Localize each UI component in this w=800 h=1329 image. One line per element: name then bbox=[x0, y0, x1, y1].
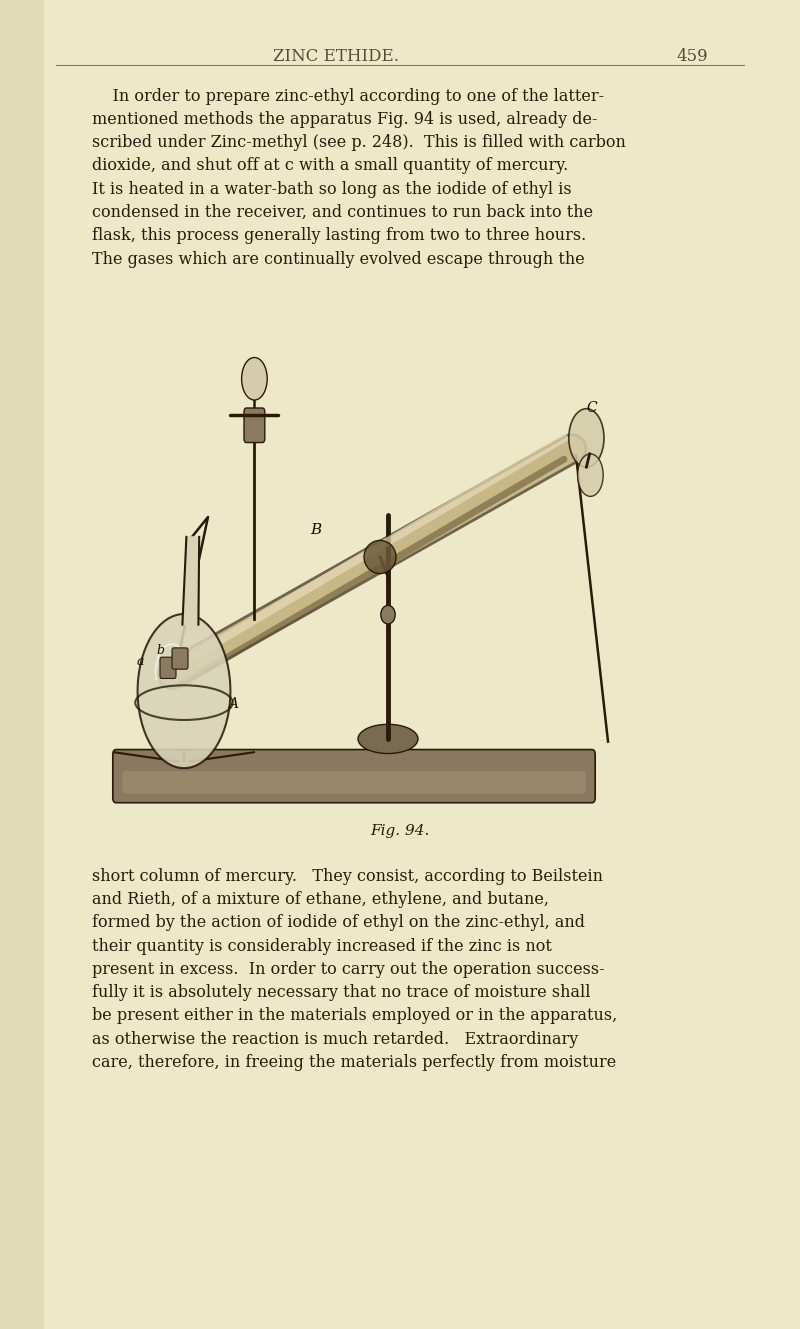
Text: formed by the action of iodide of ethyl on the zinc-ethyl, and: formed by the action of iodide of ethyl … bbox=[92, 914, 585, 932]
Text: C: C bbox=[586, 401, 598, 415]
Circle shape bbox=[578, 455, 603, 497]
Text: ZINC ETHIDE.: ZINC ETHIDE. bbox=[273, 48, 399, 65]
Text: and Rieth, of a mixture of ethane, ethylene, and butane,: and Rieth, of a mixture of ethane, ethyl… bbox=[92, 892, 549, 908]
Ellipse shape bbox=[364, 541, 396, 574]
Text: B: B bbox=[310, 524, 322, 537]
Text: A: A bbox=[228, 698, 238, 711]
Text: Fig. 94.: Fig. 94. bbox=[370, 824, 430, 839]
Text: b: b bbox=[156, 645, 164, 657]
Ellipse shape bbox=[381, 606, 395, 625]
Text: care, therefore, in freeing the materials perfectly from moisture: care, therefore, in freeing the material… bbox=[92, 1054, 616, 1071]
Text: The gases which are continually evolved escape through the: The gases which are continually evolved … bbox=[92, 250, 585, 267]
FancyBboxPatch shape bbox=[122, 771, 586, 793]
Circle shape bbox=[138, 614, 230, 768]
Circle shape bbox=[569, 409, 604, 468]
FancyBboxPatch shape bbox=[113, 750, 595, 803]
Text: short column of mercury.   They consist, according to Beilstein: short column of mercury. They consist, a… bbox=[92, 868, 603, 885]
Text: 459: 459 bbox=[676, 48, 708, 65]
Text: scribed under Zinc-methyl (see p. 248).  This is filled with carbon: scribed under Zinc-methyl (see p. 248). … bbox=[92, 134, 626, 152]
Text: dioxide, and shut off at c with a small quantity of mercury.: dioxide, and shut off at c with a small … bbox=[92, 158, 568, 174]
Text: present in excess.  In order to carry out the operation success-: present in excess. In order to carry out… bbox=[92, 961, 605, 978]
FancyBboxPatch shape bbox=[244, 408, 265, 443]
Bar bbox=[0, 0, 44, 1329]
Text: mentioned methods the apparatus Fig. 94 is used, already de-: mentioned methods the apparatus Fig. 94 … bbox=[92, 110, 598, 128]
Text: fully it is absolutely necessary that no trace of moisture shall: fully it is absolutely necessary that no… bbox=[92, 983, 590, 1001]
Polygon shape bbox=[182, 537, 199, 625]
Text: In order to prepare zinc-ethyl according to one of the latter-: In order to prepare zinc-ethyl according… bbox=[92, 88, 604, 105]
Text: as otherwise the reaction is much retarded.   Extraordinary: as otherwise the reaction is much retard… bbox=[92, 1031, 578, 1047]
Text: flask, this process generally lasting from two to three hours.: flask, this process generally lasting fr… bbox=[92, 227, 586, 245]
Circle shape bbox=[242, 358, 267, 400]
FancyBboxPatch shape bbox=[160, 658, 176, 679]
FancyBboxPatch shape bbox=[172, 649, 188, 670]
Text: a: a bbox=[136, 655, 144, 667]
Text: It is heated in a water-bath so long as the iodide of ethyl is: It is heated in a water-bath so long as … bbox=[92, 181, 572, 198]
Text: their quantity is considerably increased if the zinc is not: their quantity is considerably increased… bbox=[92, 938, 552, 954]
Text: be present either in the materials employed or in the apparatus,: be present either in the materials emplo… bbox=[92, 1007, 618, 1025]
Ellipse shape bbox=[358, 724, 418, 754]
Text: condensed in the receiver, and continues to run back into the: condensed in the receiver, and continues… bbox=[92, 203, 593, 221]
